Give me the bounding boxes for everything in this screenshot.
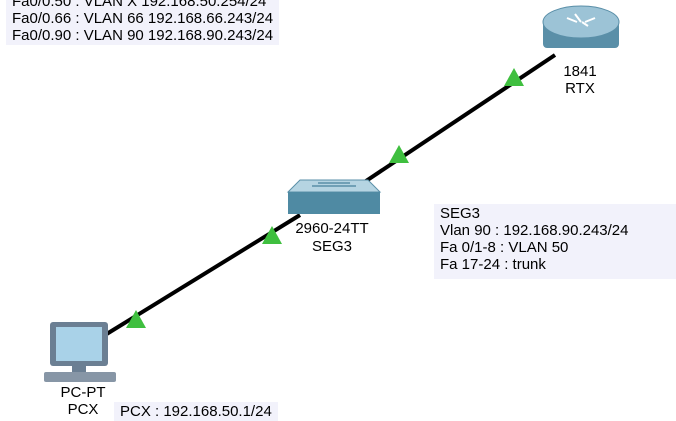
note: SEG3 Vlan 90 : 192.168.90.243/24 Fa 0/1-… <box>434 204 676 279</box>
note-line: Fa0/0.50 : VLAN X 192.168.50.254/24 <box>12 0 267 10</box>
note: Fa0/0.50 : VLAN X 192.168.50.254/24 Fa0/… <box>6 0 280 45</box>
device-name: RTX <box>565 80 595 97</box>
device-model: 2960-24TT <box>295 220 369 237</box>
device-name: PCX <box>67 401 99 418</box>
note-line: PCX : 192.168.50.1/24 <box>120 403 272 420</box>
pc-icon <box>44 322 116 382</box>
note-line: SEG3 <box>440 205 481 222</box>
note-line: Vlan 90 : 192.168.90.243/24 <box>440 222 629 239</box>
note-line: Fa0/0.66 : VLAN 66 192.168.66.243/24 <box>12 10 274 27</box>
link-status <box>126 68 524 328</box>
switch-icon <box>286 179 382 214</box>
note-line: Fa 0/1-8 : VLAN 50 <box>440 239 569 256</box>
device-model: 1841 <box>563 63 597 80</box>
device-model: PC-PT <box>60 384 106 401</box>
link <box>358 53 557 187</box>
note: PCX : 192.168.50.1/24 <box>114 402 278 421</box>
note-line: Fa0/0.90 : VLAN 90 192.168.90.243/24 <box>12 27 274 44</box>
note-line: Fa 17-24 : trunk <box>440 256 546 273</box>
device-name: SEG3 <box>311 238 353 255</box>
router-icon <box>542 5 620 48</box>
